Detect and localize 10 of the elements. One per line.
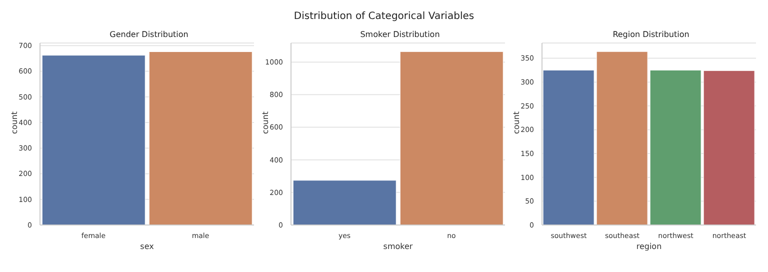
y-axis-title: count [260, 111, 270, 134]
y-axis-title: count [10, 111, 19, 134]
x-axis-title: sex [140, 242, 154, 251]
x-axis-title: region [636, 242, 662, 251]
x-axis-title: smoker [383, 242, 414, 251]
text: Distribution of Categorical Variables [292, 10, 476, 24]
chart-title: Region Distribution [612, 30, 690, 41]
y-axis-title: count [512, 111, 521, 134]
chart-title: Smoker Distribution [359, 30, 441, 41]
chart-title: Gender Distribution [108, 30, 190, 41]
